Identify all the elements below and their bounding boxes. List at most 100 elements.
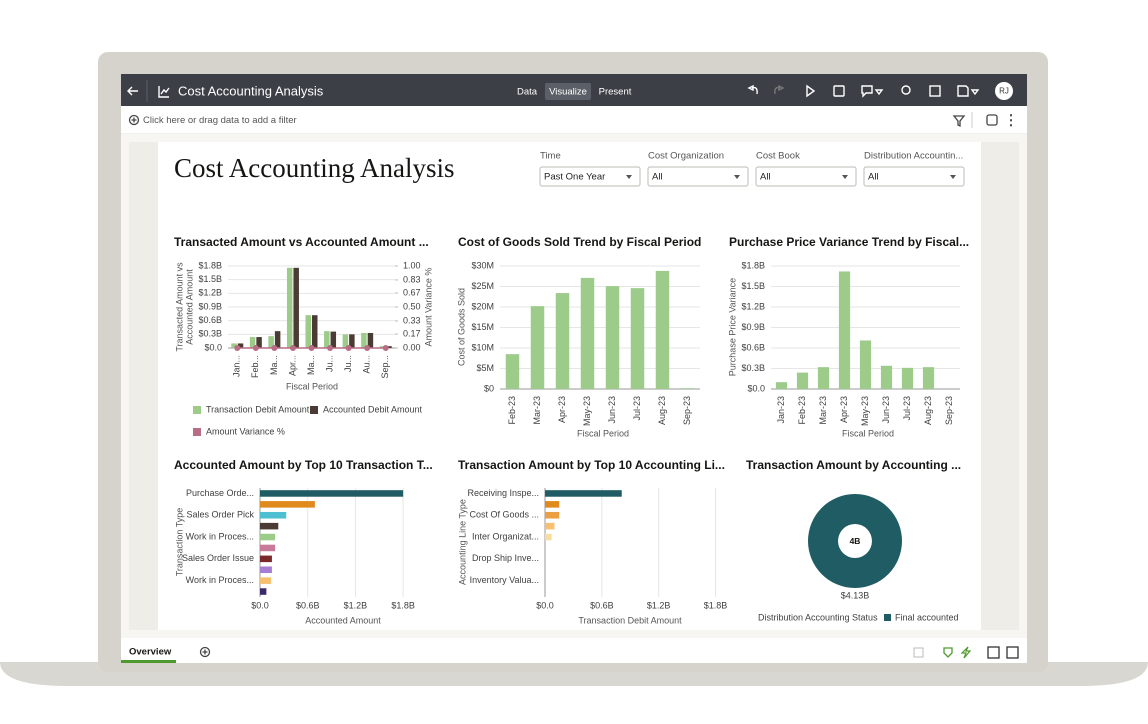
x-tick-label: Au...	[362, 355, 372, 374]
y-tick-label: $15M	[471, 322, 494, 332]
y-tick-label: Purchase Orde...	[186, 488, 254, 498]
x-tick-label: Apr-23	[839, 396, 849, 423]
add-page[interactable]	[199, 646, 211, 658]
avatar-initials: RJ	[999, 87, 1009, 96]
view-tab[interactable]: Present	[599, 87, 632, 98]
undo[interactable]	[747, 84, 758, 95]
toolbar-icons	[747, 84, 980, 98]
add-filter-icon[interactable]	[128, 114, 140, 126]
x-tick-label: Mar-23	[532, 396, 542, 425]
bar	[260, 555, 272, 563]
y-tick-label: $1.5B	[741, 281, 765, 291]
filter-hint[interactable]: Click here or drag data to add a filter	[143, 115, 297, 126]
y-tick-label: $5M	[476, 363, 494, 373]
y-tick-label: $0.6B	[198, 315, 222, 325]
add-filter-plus	[131, 117, 137, 123]
x-axis-title: Fiscal Period	[842, 428, 894, 438]
grid-toggle[interactable]	[913, 647, 924, 658]
play[interactable]	[806, 84, 816, 98]
legend-label[interactable]: Amount Variance %	[206, 426, 285, 436]
bar	[838, 271, 851, 389]
bar	[249, 337, 256, 348]
x-tick-label: $0.6B	[296, 600, 320, 610]
pie-slice	[808, 494, 902, 588]
bar	[505, 354, 520, 389]
y-tick-label: Receiving Inspe...	[467, 488, 539, 498]
filter-dropdown[interactable]	[539, 166, 641, 187]
bar	[379, 346, 386, 348]
y-tick-label: $0.3B	[741, 363, 765, 373]
chart-title: Transaction Amount by Accounting ...	[746, 458, 961, 472]
bar	[260, 522, 279, 530]
y-tick-label: $10M	[471, 342, 494, 352]
page-tab[interactable]: Overview	[129, 647, 172, 658]
y-tick-label: $20M	[471, 301, 494, 311]
filter-dropdown[interactable]	[647, 166, 749, 187]
y2-tick-label: 1.00	[403, 260, 421, 270]
y2-tick-label: 0.33	[403, 315, 421, 325]
x-tick-label: $1.2B	[647, 600, 671, 610]
x-axis-title: Fiscal Period	[286, 381, 338, 391]
filter-label: Distribution Accountin...	[864, 151, 963, 162]
canvas-title: Cost Accounting Analysis	[174, 153, 455, 183]
y-tick-label: $0	[484, 383, 494, 393]
bar	[545, 511, 560, 519]
y-tick-label: Sales Order Issue	[182, 553, 254, 563]
avatar[interactable]	[995, 82, 1013, 100]
y-axis-title: Transacted Amount vs	[174, 262, 184, 352]
save[interactable]	[957, 85, 980, 97]
line-marker	[345, 345, 352, 351]
filter-value: All	[760, 172, 771, 183]
filter-bar[interactable]	[121, 106, 1027, 134]
line-marker	[289, 345, 296, 351]
y2-tick-label: 0.83	[403, 274, 421, 284]
view-tab[interactable]: Visualize	[549, 87, 587, 98]
insights[interactable]	[901, 85, 911, 95]
bar	[268, 336, 274, 348]
legend-label[interactable]: Accounted Debit Amount	[323, 404, 423, 414]
bar	[361, 332, 367, 348]
back-button[interactable]	[127, 86, 138, 96]
x-tick-label: Sep...	[380, 355, 390, 379]
y-tick-label: Sales Order Pick	[186, 510, 254, 520]
lightning-icon[interactable]	[960, 646, 972, 659]
total-label: 4B	[850, 536, 861, 546]
bar	[260, 501, 315, 508]
badge-icon[interactable]	[943, 647, 953, 658]
legend-label[interactable]: Transaction Debit Amount	[206, 404, 310, 414]
layout-left[interactable]	[987, 646, 1000, 659]
comments[interactable]	[861, 85, 884, 98]
filter-dropdown[interactable]	[755, 166, 857, 187]
view-tab[interactable]: Data	[517, 87, 538, 98]
chart-title: Cost of Goods Sold Trend by Fiscal Perio…	[458, 235, 701, 249]
bar	[655, 270, 670, 389]
legend-label[interactable]: Final accounted	[895, 612, 959, 622]
x-axis-title: Accounted Amount	[305, 615, 381, 625]
y-tick-label: $0.0	[204, 342, 222, 352]
y-tick-label: Cost Of Goods ...	[469, 510, 539, 520]
y-axis-title: Transaction Type	[174, 508, 184, 577]
y-tick-label: $0.0	[747, 383, 765, 393]
bar	[630, 288, 645, 389]
export[interactable]	[929, 85, 941, 97]
bar	[367, 332, 374, 348]
layout-right[interactable]	[1006, 646, 1019, 659]
filter-value: All	[868, 172, 879, 183]
data-icon[interactable]	[833, 85, 845, 97]
bar	[545, 522, 555, 530]
y2-tick-label: 0.50	[403, 301, 421, 311]
filter-icon[interactable]	[952, 115, 966, 128]
y2-tick-label: 0.67	[403, 287, 421, 297]
y-tick-label: $1.2B	[198, 288, 222, 298]
canvas-settings[interactable]	[986, 114, 998, 126]
bar	[237, 343, 244, 348]
bar	[775, 382, 788, 389]
line-marker	[308, 345, 315, 351]
bar	[880, 365, 893, 389]
bar	[342, 334, 349, 348]
x-tick-label: Jun-23	[881, 396, 891, 424]
y-tick-label: $0.9B	[198, 301, 222, 311]
filter-dropdown[interactable]	[863, 166, 965, 187]
redo[interactable]	[774, 84, 785, 95]
